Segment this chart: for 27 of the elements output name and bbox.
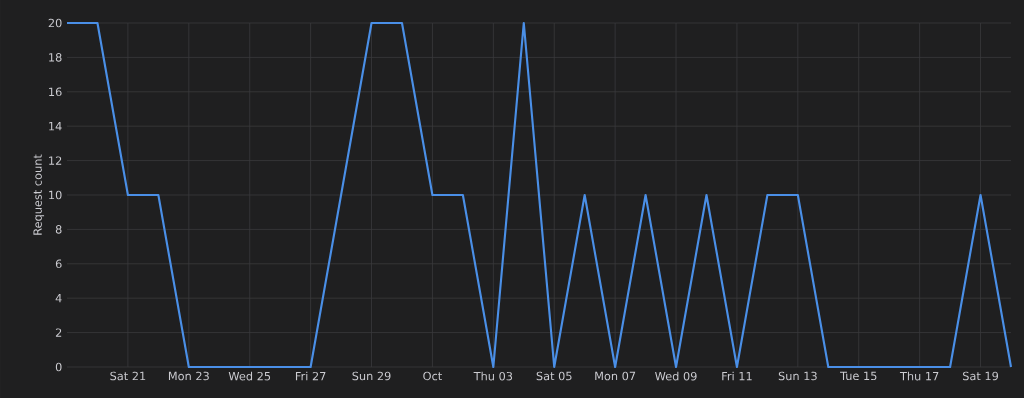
x-tick-label: Thu 03 — [473, 371, 513, 381]
x-tick-label: Sun 13 — [778, 371, 817, 381]
y-tick-label: 8 — [55, 225, 62, 234]
x-tick-label: Fri 11 — [722, 371, 752, 381]
y-tick-label: 0 — [55, 362, 62, 372]
x-tick-label: Sat 21 — [110, 371, 146, 381]
y-tick-label: 4 — [55, 294, 62, 303]
y-axis-title: Request count — [33, 154, 45, 235]
y-tick-label: 14 — [49, 122, 62, 131]
y-tick-label: 12 — [49, 156, 62, 165]
y-tick-label: 16 — [49, 87, 62, 97]
y-tick-label: 20 — [48, 18, 62, 28]
x-tick-label: Sat 19 — [963, 371, 999, 381]
y-tick-label: 10 — [49, 190, 62, 200]
x-tick-label: Fri 27 — [295, 371, 326, 381]
x-tick-label: Sat 05 — [536, 371, 572, 381]
x-tick-label: Thu 17 — [899, 371, 939, 381]
x-tick-label: Wed 09 — [655, 371, 697, 381]
y-tick-label: 6 — [55, 259, 62, 269]
y-tick-label: 18 — [49, 53, 62, 62]
x-tick-label: Tue 15 — [840, 371, 877, 381]
x-tick-label: Oct — [423, 371, 442, 381]
x-tick-label: Wed 25 — [228, 371, 271, 381]
x-tick-label: Mon 07 — [595, 371, 636, 381]
x-tick-label: Sun 29 — [352, 371, 391, 381]
x-tick-label: Mon 23 — [168, 371, 209, 381]
y-tick-label: 2 — [55, 328, 62, 337]
